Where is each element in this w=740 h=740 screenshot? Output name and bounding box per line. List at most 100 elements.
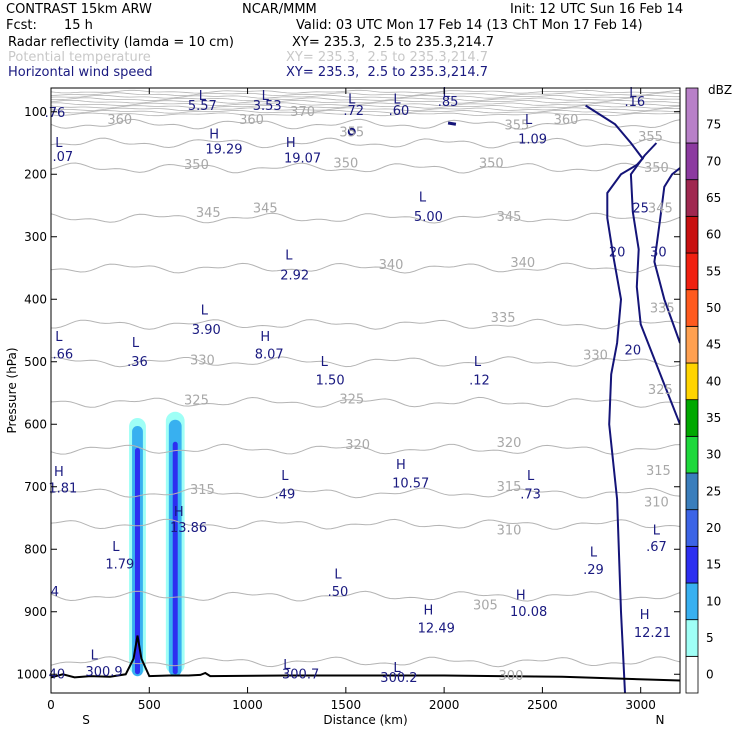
wind-contour-0 <box>585 104 645 693</box>
x-axis-label: Distance (km) <box>323 713 407 727</box>
wind-contour-1 <box>629 142 680 425</box>
model-title: CONTRAST 15km ARW <box>6 2 152 17</box>
reflectivity-column-1-core <box>172 441 178 675</box>
wind-extremum-label: L <box>653 524 661 539</box>
wind-extremum-label: L <box>283 658 291 673</box>
theta-contour-upper-9 <box>51 112 680 117</box>
wind-extremum-label: 1.81 <box>48 482 77 497</box>
wind-extremum-label: .29 <box>583 563 604 578</box>
theta-label: 350 <box>333 157 358 172</box>
wind-extremum-label: L <box>393 661 401 676</box>
theta-label: 350 <box>184 158 209 173</box>
wind-extremum-label: L <box>55 330 63 345</box>
colorbar-label: 50 <box>706 301 721 315</box>
y-tick-label: 700 <box>24 480 47 494</box>
colorbar-label: 0 <box>706 668 714 682</box>
colorbar-segment-45 <box>685 325 699 364</box>
theta-label: 340 <box>379 258 404 273</box>
x-tick-label: 0 <box>47 698 55 712</box>
theta-contour-315 <box>51 487 680 499</box>
forecast-label: Fcst: <box>6 18 37 33</box>
colorbar-segment-70 <box>685 142 699 181</box>
theta-label: 345 <box>196 206 221 221</box>
wind-extremum-label: L <box>393 92 401 107</box>
theta-contour-355 <box>51 137 680 149</box>
wind-extremum-label: .36 <box>127 355 148 370</box>
theta-label: 370 <box>290 105 315 120</box>
wind-extremum-label: 300.9 <box>85 665 122 680</box>
wind-extremum-label: .16 <box>624 95 645 110</box>
wind-extremum-label: H <box>286 136 296 151</box>
theta-label: 355 <box>504 119 529 134</box>
wind-extremum-label: 1.09 <box>518 132 547 147</box>
north-label: N <box>656 713 665 727</box>
wind-extremum-label: L <box>321 355 329 370</box>
theta-contour-upper-4 <box>51 99 680 104</box>
x-tick-label: 1000 <box>232 698 263 712</box>
init-time: Init: 12 UTC Sun 16 Feb 14 <box>510 2 684 17</box>
wind-extremum-label: 13.86 <box>170 521 207 536</box>
contour-labels: 360 370 360 360 355 355 355 350 350 350 350 345 345 3… <box>45 86 675 686</box>
y-tick-label: 500 <box>24 355 47 369</box>
colorbar-label: 5 <box>706 631 714 645</box>
x-tick-label: 1500 <box>331 698 362 712</box>
wind-contour-label: 30 <box>650 245 667 260</box>
wind-extremum-label: .73 <box>520 487 541 502</box>
colorbar-label: 15 <box>706 558 721 572</box>
wind-extremum-label: H <box>516 589 526 604</box>
colorbar-segment-55 <box>685 252 699 291</box>
theta-label: 345 <box>253 202 278 217</box>
theta-label: 325 <box>339 392 364 407</box>
colorbar-label: 10 <box>706 594 721 608</box>
theta-label: 345 <box>497 210 522 225</box>
theta-label: 315 <box>497 480 522 495</box>
theta-contour-upper-7 <box>51 107 680 112</box>
terrain-layer <box>51 635 680 682</box>
wind-extremum-label: L <box>525 113 533 128</box>
wind-extremum-label: H <box>640 608 650 623</box>
theta-contour-305 <box>51 590 680 602</box>
theta-label: 340 <box>510 256 535 271</box>
theta-contour-upper-1 <box>51 92 680 97</box>
wind-extremum-label: L <box>55 136 63 151</box>
wind-contour-2 <box>653 167 680 344</box>
axes: 100 200 300 400 500 600 700 800 900 1000 0 500 1000 1… <box>5 88 680 727</box>
colorbar-segment-30 <box>685 435 699 474</box>
wind-extremum-label: L <box>285 249 293 264</box>
colorbar-label: 20 <box>706 521 721 535</box>
y-tick-label: 1000 <box>16 667 47 681</box>
wind-contour-label: 25 <box>632 202 649 217</box>
reflectivity-column-0-core <box>134 448 140 675</box>
theta-contour-310 <box>51 518 680 530</box>
y-tick-label: 100 <box>24 105 47 119</box>
colorbar-label: 55 <box>706 264 721 278</box>
wind-extremum-label: .49 <box>275 487 296 502</box>
wind-extremum-label: .67 <box>646 540 667 555</box>
wind-extremum-label: L <box>419 190 427 205</box>
y-axis-label: Pressure (hPa) <box>5 347 19 433</box>
wind-extremum-label: H <box>396 458 406 473</box>
theta-label: 350 <box>644 161 669 176</box>
wind-extremum-label: .12 <box>469 374 490 389</box>
wind-extremum-label: 2.92 <box>280 269 309 284</box>
theta-contour-340 <box>51 262 680 274</box>
colorbar-label: 35 <box>706 411 721 425</box>
wind-extremum-label: 1.50 <box>316 374 345 389</box>
colorbar-label: 45 <box>706 338 721 352</box>
organization: NCAR/MMM <box>242 2 317 17</box>
wind-contours <box>347 104 680 693</box>
wind-extremum-label: H <box>209 127 219 142</box>
colorbar-label: 70 <box>706 154 721 168</box>
colorbar-label: 30 <box>706 448 721 462</box>
wind-extremum-label: H <box>54 465 64 480</box>
y-tick-label: 800 <box>24 542 47 556</box>
theta-label: 360 <box>554 113 579 128</box>
wind-extremum-label: 5.57 <box>188 99 217 114</box>
x-tick-label: 500 <box>138 698 161 712</box>
wind-extremum-label: 1.79 <box>105 557 134 572</box>
wind-contour-label: 20 <box>609 245 626 260</box>
colorbar-segment-20 <box>685 509 699 547</box>
wind-extremum-label: L <box>334 567 342 582</box>
colorbar-segment-60 <box>685 215 699 254</box>
